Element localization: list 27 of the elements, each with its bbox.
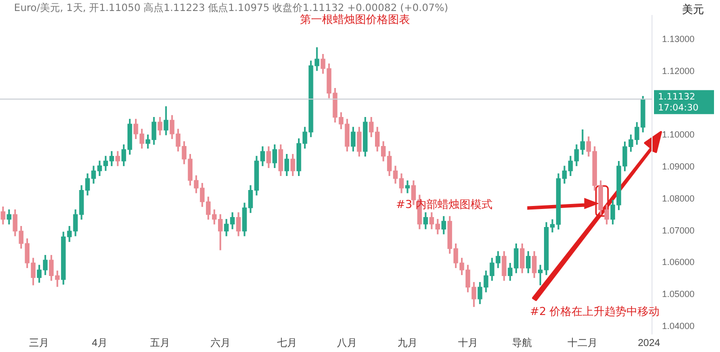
x-tick-label: 导航 — [512, 336, 532, 349]
text: Euro/美元, 1天, 开1.11050 高点1.11223 低点1.10975 收盘价1.11132 +0.00082 (+0.07%) — [14, 2, 448, 14]
x-tick-label: 五月 — [150, 338, 170, 349]
text: 17:04:30 — [658, 103, 699, 114]
y-tick-label: 1.08000 — [662, 193, 695, 204]
x-tick-label: 十二月 — [568, 336, 598, 349]
x-tick-label: 八月 — [337, 338, 358, 349]
y-tick-label: 1.12000 — [662, 66, 695, 76]
x-tick-label: 十月 — [458, 336, 478, 349]
y-tick-label: 1.05000 — [662, 288, 695, 299]
y-tick-label: 1.13000 — [662, 34, 695, 44]
annotation: #2 价格在上升趋势中移动 — [530, 304, 660, 319]
y-tick-label: 1.09000 — [662, 162, 695, 172]
chart-title: 第一根蜡烛图价格图表 — [300, 12, 410, 27]
annotation: #3 内部蜡烛图模式 — [396, 197, 493, 212]
x-tick-label: 4月 — [92, 338, 108, 349]
x-tick-label: 六月 — [210, 336, 230, 349]
y-tick-label: 1.07000 — [662, 225, 695, 236]
ref-line-label: 1.11132 — [658, 92, 696, 102]
y-axis-title: 美元 — [682, 2, 704, 17]
y-tick-label: 1.10000 — [662, 130, 695, 140]
y-tick-label: 1.06000 — [662, 257, 695, 268]
x-tick-label: 七月 — [276, 336, 297, 349]
y-tick-label: 1.04000 — [662, 320, 695, 331]
x-tick-label: 三月 — [29, 338, 50, 349]
x-tick-label: 九月 — [398, 336, 418, 349]
x-tick-label: 2024 — [638, 338, 661, 349]
